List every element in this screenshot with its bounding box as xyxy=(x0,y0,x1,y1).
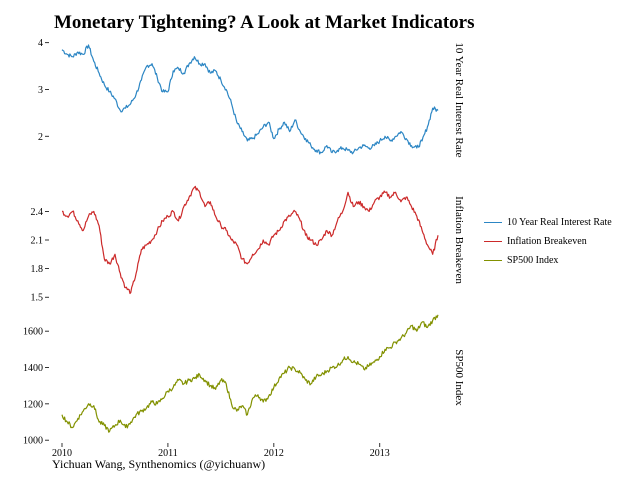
panel-label-sp500: SP500 Index xyxy=(453,349,465,406)
series-line-sp500 xyxy=(61,314,439,433)
y-tick-label-real-rate-1: 3 xyxy=(38,85,43,96)
legend-swatch-sp500 xyxy=(484,260,502,261)
x-tick-label-2011: 2011 xyxy=(158,448,178,459)
chart-caption: Yichuan Wang, Synthenomics (@yichuanw) xyxy=(52,457,266,471)
legend-label-real-rate: 10 Year Real Interest Rate xyxy=(507,217,612,228)
series-line-real-rate xyxy=(61,44,439,155)
y-tick-label-breakeven-0: 1.5 xyxy=(31,293,44,304)
y-tick-label-breakeven-3: 2.4 xyxy=(31,207,44,218)
legend-label-sp500: SP500 Index xyxy=(507,255,559,266)
legend-item-real-rate: 10 Year Real Interest Rate xyxy=(484,213,612,232)
series-line-breakeven xyxy=(61,185,439,295)
y-tick-label-real-rate-2: 4 xyxy=(38,38,43,49)
y-tick-label-breakeven-1: 1.8 xyxy=(31,264,44,275)
x-tick-label-2012: 2012 xyxy=(264,448,284,459)
y-tick-label-sp500-0: 1000 xyxy=(23,436,43,447)
legend-swatch-breakeven xyxy=(484,241,502,242)
y-tick-label-sp500-2: 1400 xyxy=(23,363,43,374)
x-tick-label-2010: 2010 xyxy=(52,448,72,459)
legend-item-breakeven: Inflation Breakeven xyxy=(484,232,612,251)
x-tick-label-2013: 2013 xyxy=(370,448,390,459)
chart-title: Monetary Tightening? A Look at Market In… xyxy=(54,12,475,33)
legend: 10 Year Real Interest Rate Inflation Bre… xyxy=(484,213,612,270)
legend-swatch-real-rate xyxy=(484,222,502,223)
panel-label-real-rate: 10 Year Real Interest Rate xyxy=(453,42,465,157)
y-tick-label-sp500-1: 1200 xyxy=(23,399,43,410)
panel-label-breakeven: Inflation Breakeven xyxy=(453,196,465,284)
y-tick-label-real-rate-0: 2 xyxy=(38,132,43,143)
y-tick-label-sp500-3: 1600 xyxy=(23,327,43,338)
y-tick-label-breakeven-2: 2.1 xyxy=(31,236,44,247)
legend-item-sp500: SP500 Index xyxy=(484,251,612,270)
legend-label-breakeven: Inflation Breakeven xyxy=(507,236,587,247)
